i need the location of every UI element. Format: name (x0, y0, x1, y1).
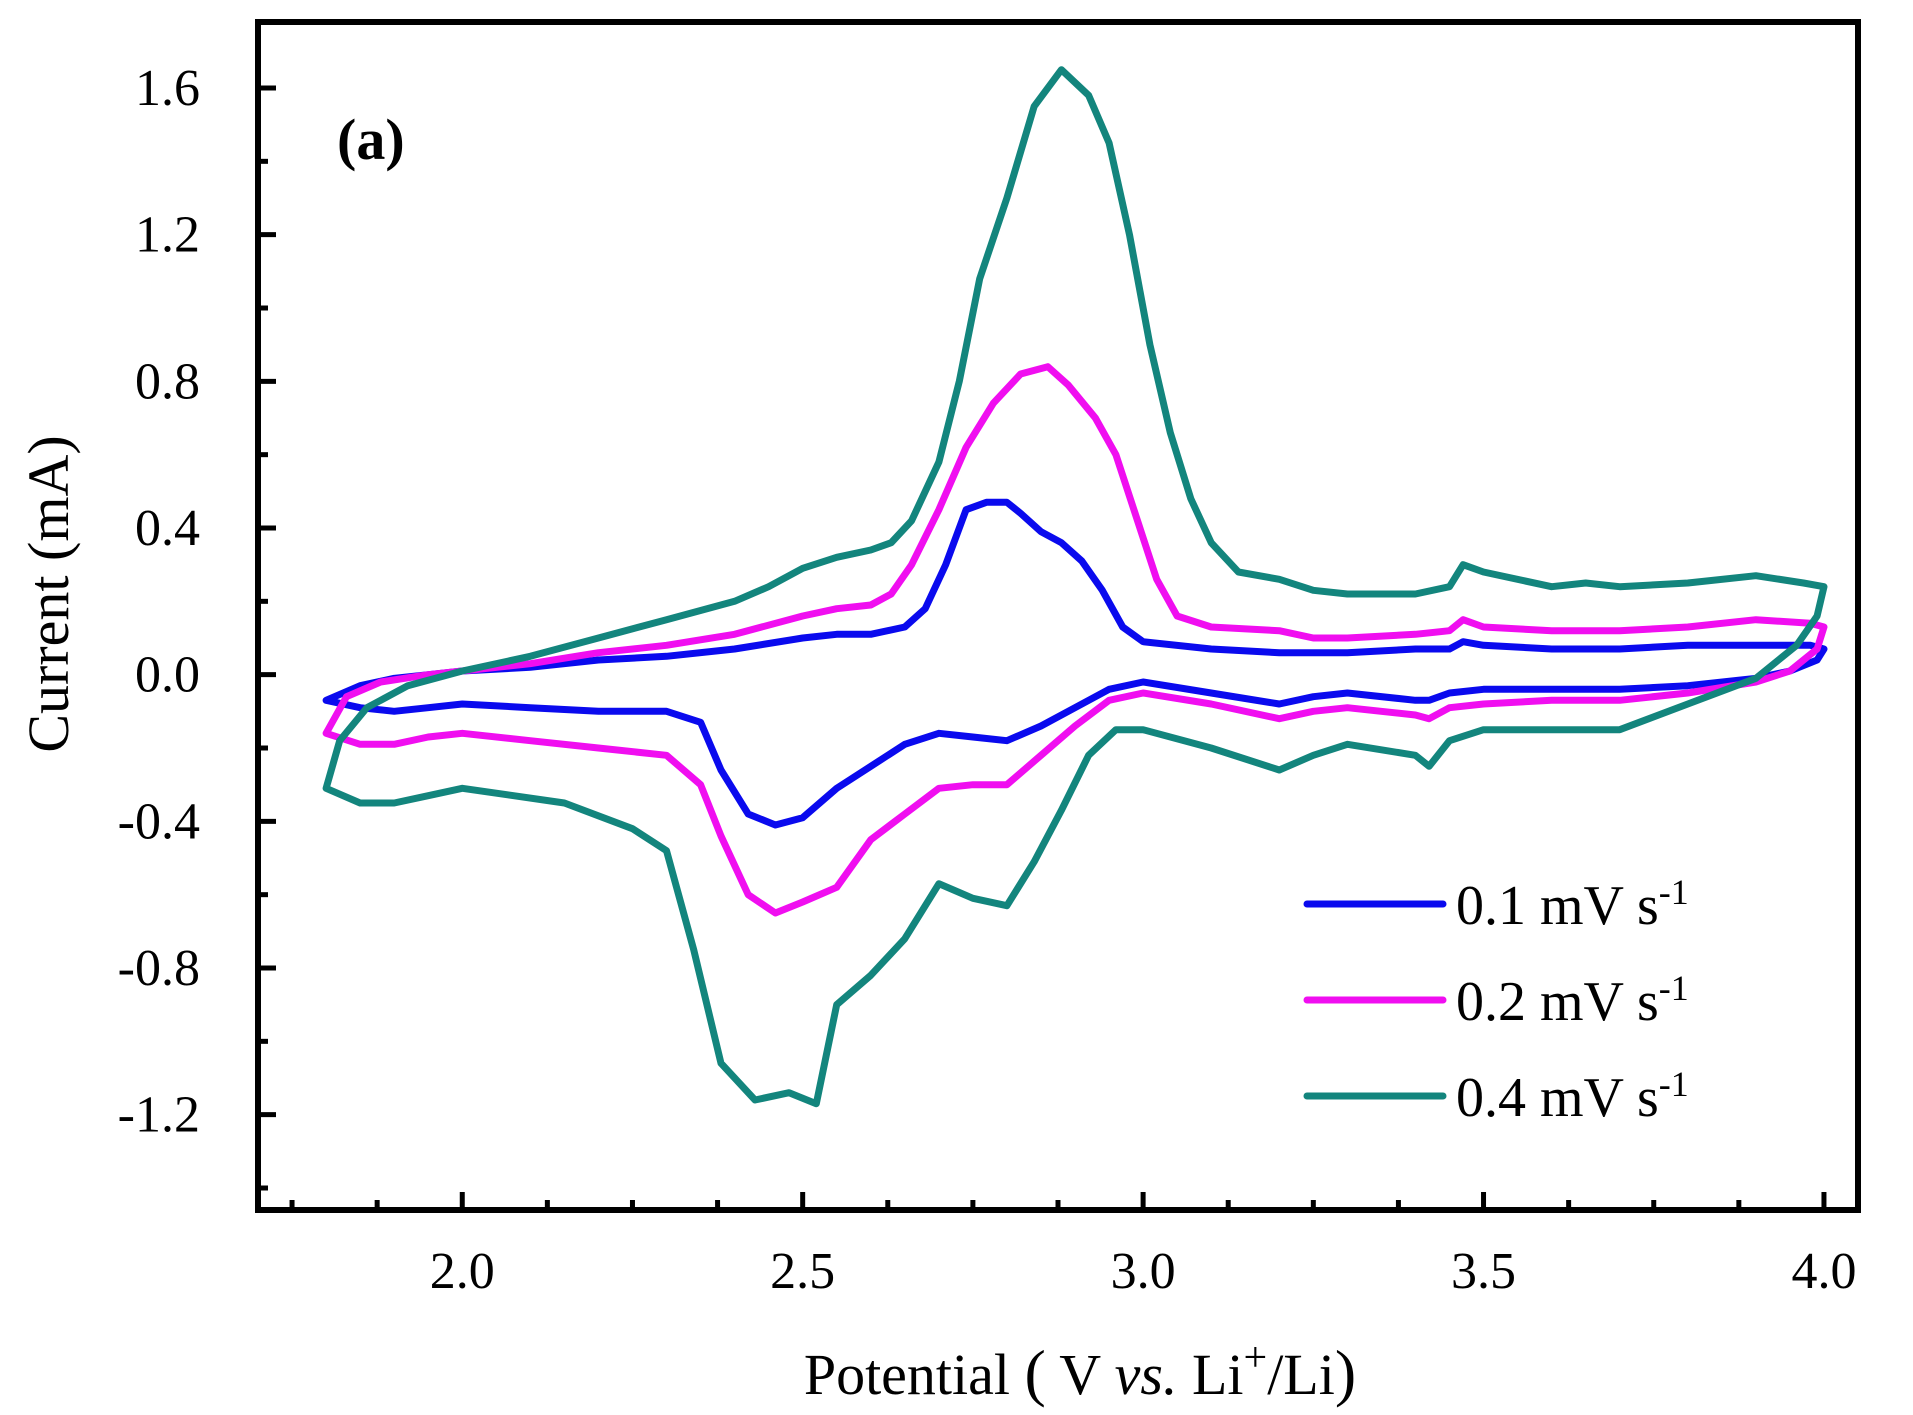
curves-layer (322, 66, 1828, 1108)
x-axis-label-vs: vs. (1115, 1342, 1178, 1407)
x-tick-label: 2.5 (770, 1243, 835, 1300)
x-axis-label-main: Potential (804, 1342, 1010, 1407)
x-tick-label: 4.0 (1791, 1243, 1856, 1300)
x-axis-label-close: ) (1335, 1337, 1356, 1408)
y-axis-label: Current (mA) (16, 435, 81, 752)
y-tick-label: 0.0 (135, 647, 200, 704)
x-axis-label-li: Li (1192, 1342, 1244, 1407)
x-axis-label: Potential ( V vs. Li+/Li) (804, 1335, 1356, 1408)
y-tick-label: -1.2 (118, 1087, 200, 1144)
y-tick-label: 1.6 (135, 60, 200, 117)
y-tick-label: 0.4 (135, 500, 200, 557)
x-axis-label-open: ( (1025, 1337, 1046, 1408)
panel-label: (a) (337, 107, 405, 172)
y-tick-label: 0.8 (135, 353, 200, 410)
x-tick-label: 3.5 (1451, 1243, 1516, 1300)
series-line-2 (322, 363, 1828, 917)
legend: 0.1 mV s-1 0.2 mV s-1 0.4 mV s-1 (1303, 872, 1689, 1129)
axis-ticks: 2.0 2.5 3.0 3.5 4.0 -1.2 -0.8 -0.4 0.0 0.4 0.8 1.2 1… (118, 60, 1857, 1300)
x-axis-label-rest: /Li (1267, 1342, 1335, 1407)
series-line-1 (322, 498, 1828, 829)
x-axis-label-sup: + (1244, 1335, 1268, 1381)
x-tick-label: 2.0 (430, 1243, 495, 1300)
y-tick-label: -0.8 (118, 940, 200, 997)
x-tick-label: 3.0 (1111, 1243, 1176, 1300)
series-line-3 (322, 66, 1828, 1108)
legend-label-2: 0.2 mV s-1 (1456, 968, 1689, 1033)
legend-label-3: 0.4 mV s-1 (1456, 1064, 1689, 1129)
x-axis-label-v: V (1059, 1342, 1101, 1407)
legend-label-1: 0.1 mV s-1 (1456, 872, 1689, 937)
y-tick-label: -0.4 (118, 793, 200, 850)
y-tick-label: 1.2 (135, 207, 200, 264)
